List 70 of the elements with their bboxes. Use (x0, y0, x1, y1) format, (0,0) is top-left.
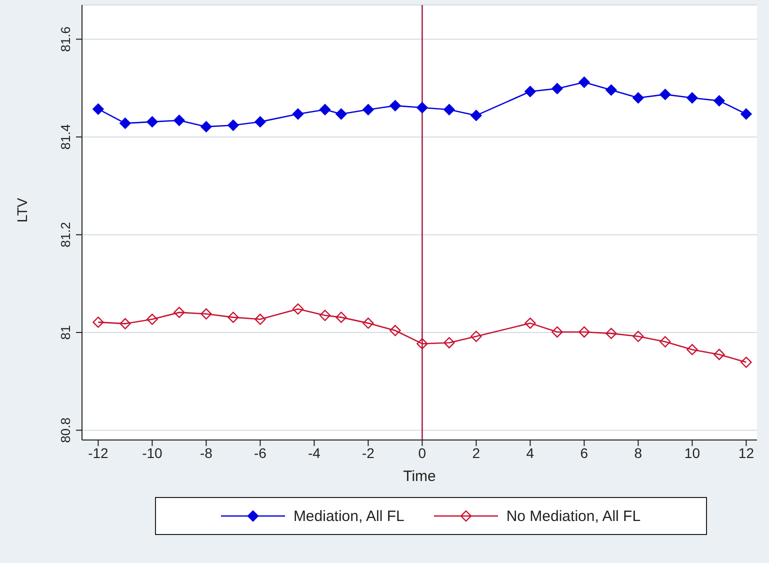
point (686, 92, 698, 104)
point (292, 303, 304, 315)
point (362, 104, 374, 116)
point (632, 330, 644, 342)
point (444, 104, 455, 116)
y-tick-label: 81.2 (58, 222, 73, 248)
point (174, 114, 185, 126)
x-tick-label: -4 (308, 444, 321, 461)
x-tick-label: 8 (634, 444, 642, 461)
x-tick-label: 0 (418, 444, 426, 461)
point (606, 84, 617, 96)
point (292, 108, 304, 120)
x-tick-label: 4 (526, 444, 534, 461)
x-tick-label: 10 (684, 444, 700, 461)
point (740, 356, 752, 368)
point (319, 104, 331, 116)
point (552, 326, 563, 338)
point (390, 324, 401, 336)
point (200, 308, 212, 320)
point (336, 108, 347, 120)
y-tick-label: 80.8 (58, 418, 73, 443)
point (319, 310, 331, 321)
legend-label: Mediation, All FL (293, 508, 404, 524)
legend-label: No Mediation, All FL (506, 508, 641, 524)
y-axis-title: LTV (14, 197, 30, 222)
point (228, 312, 239, 323)
y-tick-label: 81 (58, 325, 73, 340)
point (686, 344, 698, 356)
point (92, 104, 104, 115)
point (714, 95, 725, 106)
point (120, 318, 131, 330)
x-tick-label: 12 (738, 444, 754, 461)
x-tick-label: -8 (200, 444, 213, 461)
y-tick-label: 81.6 (58, 26, 73, 52)
point (390, 100, 401, 112)
point (660, 336, 671, 348)
x-axis-title: Time (403, 468, 436, 485)
point (444, 337, 455, 348)
point (416, 338, 428, 350)
point (524, 86, 536, 98)
point (552, 82, 563, 94)
point (578, 326, 590, 338)
x-tick-label: -12 (88, 444, 109, 461)
point (92, 316, 104, 328)
point (578, 76, 590, 88)
x-tick-label: 6 (580, 444, 588, 461)
point (146, 116, 158, 128)
x-tick-label: -2 (362, 444, 375, 461)
point (470, 330, 482, 342)
point (362, 318, 374, 329)
point (336, 312, 347, 323)
x-tick-label: 2 (472, 444, 480, 461)
point (146, 314, 158, 325)
point (660, 88, 671, 100)
point (714, 348, 725, 360)
point (120, 118, 131, 129)
x-tick-label: -6 (254, 444, 267, 461)
point (632, 92, 644, 104)
point (416, 102, 428, 114)
point (200, 121, 212, 132)
y-tick-label: 81.4 (58, 124, 73, 150)
point (174, 306, 185, 318)
point (228, 120, 239, 131)
point (606, 328, 617, 340)
point (254, 314, 266, 325)
x-tick-label: -10 (142, 444, 163, 461)
point (740, 108, 752, 120)
point (524, 318, 536, 329)
point (470, 110, 482, 122)
point (254, 116, 266, 128)
